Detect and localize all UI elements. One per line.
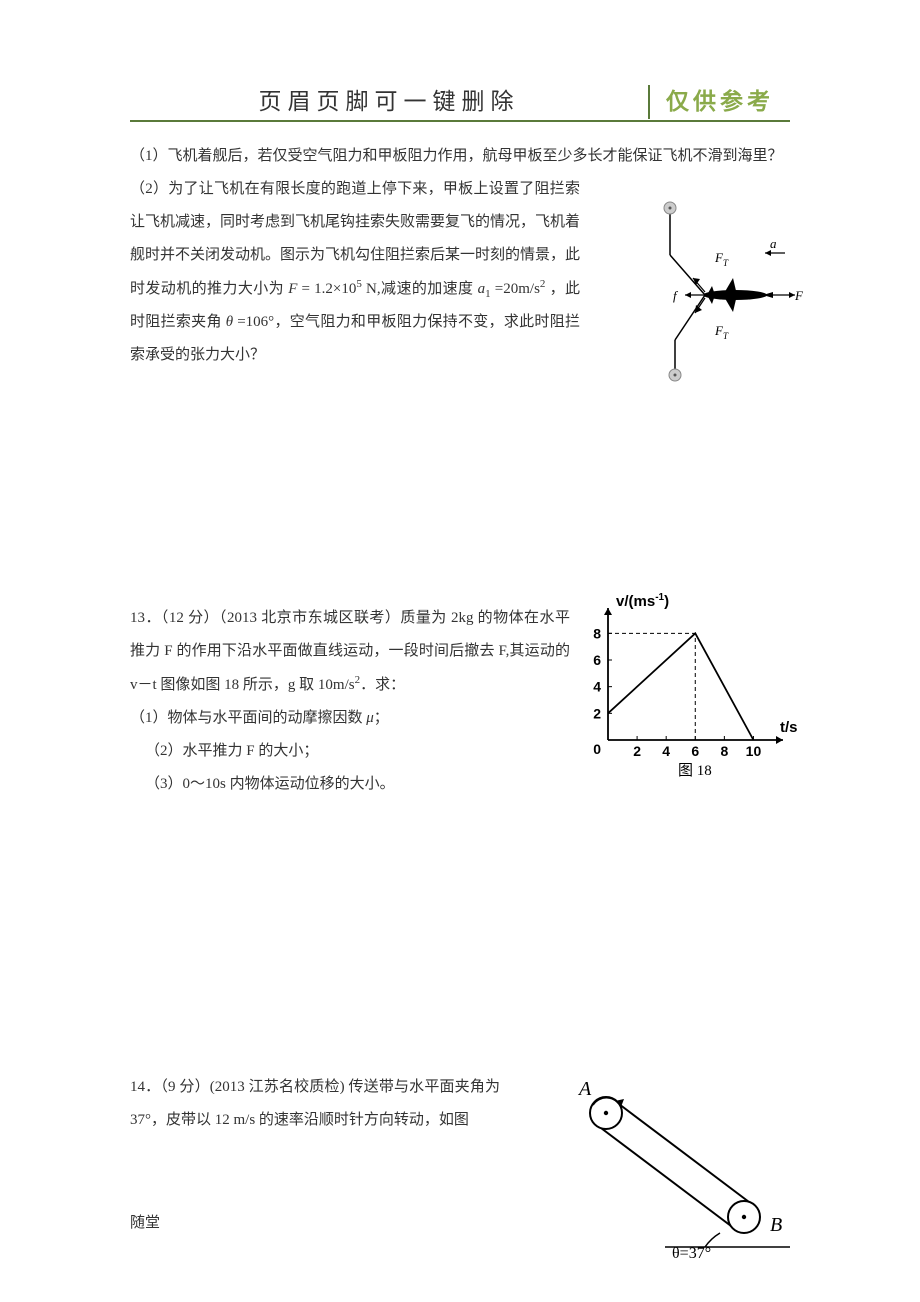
q13-p3: （3）0～10s 内物体运动位移的大小。 (130, 768, 570, 801)
figure-plane-diagram: FT FT f a F (615, 200, 805, 385)
svg-text:FT: FT (714, 323, 729, 341)
q12-exp2: 2 (540, 278, 546, 290)
q12-part2: （2）为了让飞机在有限长度的跑道上停下来，甲板上设置了阻拦索让飞机减速，同时考虑… (130, 173, 580, 372)
header-left-text: 页眉页脚可一键删除 (130, 82, 648, 120)
q12-p2-c: N,减速的加速度 (366, 281, 473, 297)
svg-text:F: F (794, 288, 804, 303)
svg-text:6: 6 (593, 652, 601, 668)
svg-text:2: 2 (593, 705, 601, 721)
q12-part1: （1）飞机着舰后，若仅受空气阻力和甲板阻力作用，航母甲板至少多长才能保证飞机不滑… (130, 140, 790, 173)
q13-p2: （2）水平推力 F 的大小； (130, 735, 570, 768)
q12-a1: a (478, 281, 486, 297)
q12-F-symbol: F (288, 281, 297, 297)
q13-intro: 13．（12 分）（2013 北京市东城区联考）质量为 2kg 的物体在水平推力… (130, 602, 570, 702)
svg-text:10: 10 (746, 743, 762, 759)
q13-intro-text: 13．（12 分）（2013 北京市东城区联考）质量为 2kg 的物体在水平推力… (130, 610, 570, 693)
q13-intro-tail: ．求： (360, 677, 405, 693)
figure-conveyor-belt: A B θ=37° (575, 1075, 795, 1260)
q13-p1-text: （1）物体与水平面间的动摩擦因数 (130, 710, 366, 726)
q12-p2-d: =20m/s (495, 281, 540, 297)
svg-text:6: 6 (691, 743, 699, 759)
svg-text:B: B (770, 1214, 782, 1236)
q12-p2-a: （2）为了让飞机在有限长度的跑道上停下来，甲板上设置了阻拦索让飞机减速，同时考虑… (130, 181, 580, 297)
q13-p1-tail: ； (374, 710, 389, 726)
q12-val: 1.2×10 (314, 281, 356, 297)
figure-vt-graph: 2 4 6 8 2 4 6 8 10 0 v/(ms-1) t/s 图 18 (570, 590, 800, 785)
svg-text:v/(ms-1): v/(ms-1) (616, 592, 669, 610)
page-header: 页眉页脚可一键删除 仅供参考 (130, 82, 790, 122)
svg-text:4: 4 (593, 679, 601, 695)
plane-icon (703, 278, 773, 312)
header-right-text: 仅供参考 (650, 82, 790, 120)
svg-text:2: 2 (633, 743, 641, 759)
svg-text:8: 8 (720, 743, 728, 759)
q13-mu: μ (366, 710, 374, 726)
q12-equals: = (302, 281, 315, 297)
svg-text:θ=37°: θ=37° (672, 1245, 711, 1260)
q12-theta: θ (226, 314, 233, 330)
svg-text:0: 0 (593, 741, 601, 757)
q13-p1: （1）物体与水平面间的动摩擦因数 μ； (130, 702, 570, 735)
q12-exp5: 5 (356, 278, 362, 290)
page-footer: 随堂 (130, 1211, 160, 1232)
svg-text:a: a (770, 236, 777, 251)
q14-text: 14．（9 分）(2013 江苏名校质检) 传送带与水平面夹角为 37°，皮带以… (130, 1071, 500, 1137)
svg-text:t/s: t/s (780, 719, 798, 736)
svg-text:f: f (673, 288, 679, 303)
svg-text:8: 8 (593, 625, 601, 641)
svg-text:4: 4 (662, 743, 670, 759)
svg-text:图 18: 图 18 (678, 762, 712, 779)
q12-a1-sub: 1 (485, 288, 491, 300)
svg-text:A: A (577, 1078, 592, 1100)
svg-text:FT: FT (714, 250, 729, 268)
